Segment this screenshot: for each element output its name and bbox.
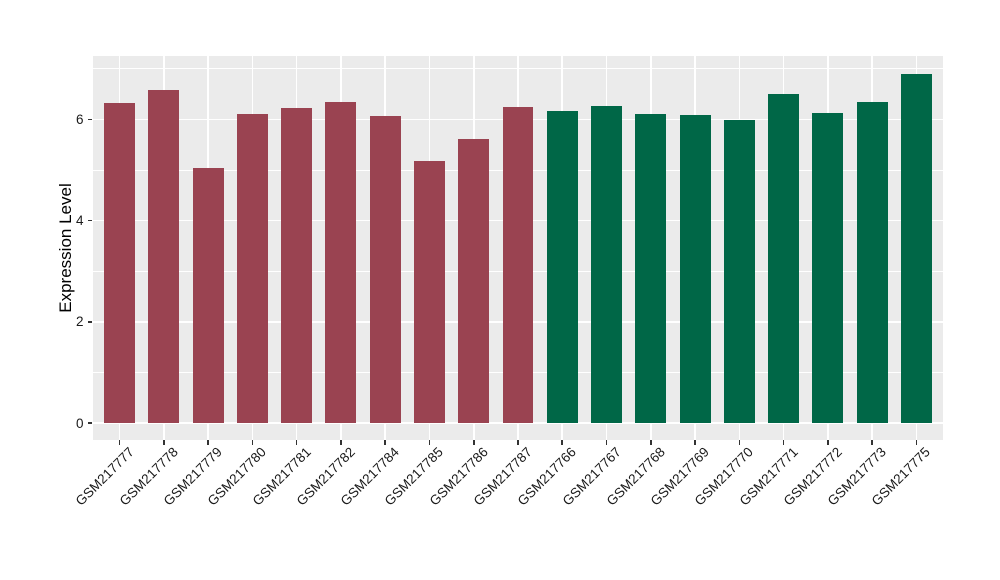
x-axis-tick xyxy=(340,440,342,445)
x-axis-tick xyxy=(517,440,519,445)
bar-GSM217773 xyxy=(856,102,888,423)
plot-panel xyxy=(93,56,943,440)
x-axis-tick xyxy=(915,440,918,445)
y-axis-tick xyxy=(87,118,92,121)
bar-GSM217769 xyxy=(679,115,711,423)
bar-GSM217779 xyxy=(192,168,224,423)
x-axis-tick xyxy=(295,440,298,445)
bar-GSM217771 xyxy=(768,93,800,423)
x-axis-tick xyxy=(782,440,785,445)
bar-GSM217781 xyxy=(281,107,313,423)
x-axis-tick xyxy=(428,440,431,445)
x-axis-tick xyxy=(561,440,564,445)
bar-GSM217768 xyxy=(635,113,667,423)
x-axis-tick xyxy=(118,440,121,445)
bar-GSM217786 xyxy=(458,139,490,423)
y-axis-tick xyxy=(87,321,92,323)
bar-GSM217770 xyxy=(723,120,755,423)
y-tick-label: 2 xyxy=(75,314,84,330)
bar-GSM217772 xyxy=(812,112,844,423)
major-gridline xyxy=(93,422,943,424)
bar-GSM217777 xyxy=(104,103,136,423)
bar-GSM217767 xyxy=(591,106,623,423)
x-axis-tick xyxy=(827,440,829,445)
x-axis-tick xyxy=(605,440,608,445)
x-axis-tick xyxy=(650,440,652,445)
bar-GSM217766 xyxy=(546,111,578,423)
x-axis-tick xyxy=(472,440,475,445)
y-axis-tick xyxy=(87,422,92,424)
x-axis-tick xyxy=(251,440,254,445)
y-tick-label: 0 xyxy=(75,415,84,431)
minor-gridline xyxy=(93,68,943,70)
x-axis-tick xyxy=(871,440,873,445)
bar-GSM217785 xyxy=(413,161,445,423)
x-axis-tick xyxy=(384,440,386,445)
bar-GSM217778 xyxy=(148,89,180,423)
y-tick-label: 4 xyxy=(75,213,84,229)
x-axis-tick xyxy=(694,440,696,445)
bar-GSM217784 xyxy=(369,116,401,423)
y-tick-label: 6 xyxy=(75,111,84,127)
y-axis-tick xyxy=(87,219,92,222)
bar-GSM217787 xyxy=(502,107,534,423)
bar-GSM217780 xyxy=(236,113,268,423)
bar-GSM217775 xyxy=(900,73,932,423)
x-axis-tick xyxy=(207,440,209,445)
x-axis-tick xyxy=(163,440,165,445)
x-axis-tick xyxy=(738,440,741,445)
y-axis-title: Expression Level xyxy=(56,183,75,313)
bar-GSM217782 xyxy=(325,102,357,423)
